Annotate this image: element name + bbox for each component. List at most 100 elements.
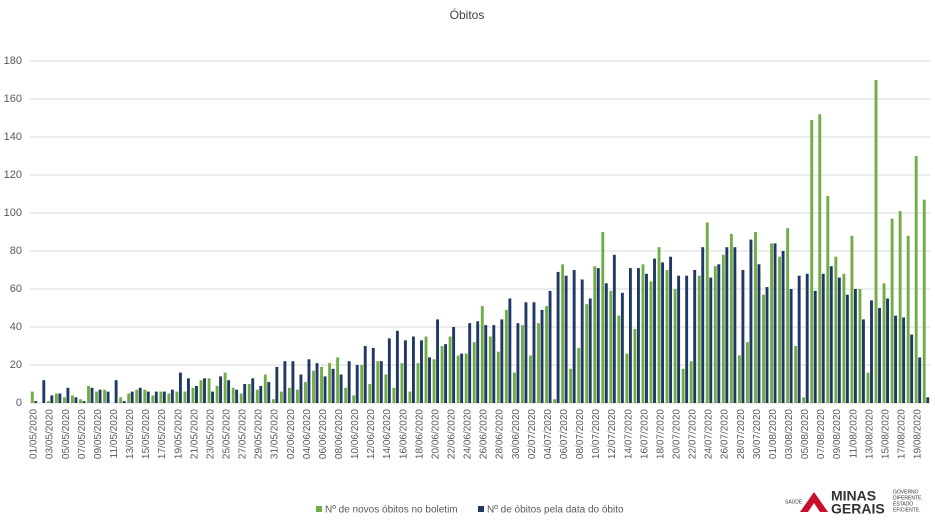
bar bbox=[82, 401, 86, 403]
bar bbox=[195, 385, 198, 403]
x-tick-label: 26/06/2020 bbox=[479, 409, 490, 459]
legend-label: Nº de novos óbitos no boletim bbox=[325, 505, 458, 516]
x-tick-label: 13/08/2020 bbox=[864, 409, 875, 459]
bar bbox=[805, 273, 809, 403]
bar bbox=[649, 281, 653, 403]
bar bbox=[746, 342, 749, 403]
y-tick-label: 80 bbox=[10, 245, 22, 257]
bar bbox=[323, 376, 327, 403]
bar bbox=[653, 258, 656, 403]
bar bbox=[842, 273, 846, 403]
x-tick-label: 03/05/2020 bbox=[45, 409, 56, 459]
x-tick-label: 12/07/2020 bbox=[607, 409, 618, 459]
x-tick-label: 24/07/2020 bbox=[704, 409, 715, 459]
bar bbox=[778, 256, 782, 403]
bar bbox=[870, 300, 873, 403]
bar bbox=[363, 346, 367, 403]
bar bbox=[512, 372, 516, 403]
x-tick-label: 16/07/2020 bbox=[639, 409, 650, 459]
bar bbox=[95, 391, 99, 403]
bar bbox=[360, 365, 364, 403]
bar bbox=[609, 290, 613, 403]
bar bbox=[456, 355, 460, 403]
bar bbox=[62, 397, 66, 403]
bar bbox=[818, 114, 822, 403]
x-tick-label: 11/05/2020 bbox=[109, 409, 120, 459]
bar bbox=[428, 357, 431, 403]
x-tick-label: 20/06/2020 bbox=[430, 409, 441, 459]
bar bbox=[601, 232, 605, 403]
bar bbox=[729, 233, 733, 403]
bar bbox=[810, 119, 814, 404]
bar bbox=[347, 361, 351, 403]
logo-name: GERAIS bbox=[831, 501, 885, 517]
x-tick-label: 26/07/2020 bbox=[720, 409, 731, 459]
x-tick-label: 31/05/2020 bbox=[270, 409, 281, 459]
bar bbox=[516, 323, 520, 403]
x-tick-label: 15/08/2020 bbox=[880, 409, 891, 459]
bar bbox=[411, 336, 415, 403]
bar bbox=[223, 372, 227, 403]
bar bbox=[701, 247, 705, 403]
y-tick-label: 180 bbox=[4, 55, 22, 67]
bar bbox=[628, 268, 632, 403]
x-tick-label: 16/06/2020 bbox=[398, 409, 409, 459]
bar bbox=[894, 315, 898, 403]
bar bbox=[853, 289, 857, 403]
bar bbox=[296, 389, 299, 403]
bar bbox=[620, 292, 624, 403]
x-tick-label: 15/05/2020 bbox=[141, 409, 152, 459]
y-tick-label: 60 bbox=[10, 283, 22, 295]
bar bbox=[263, 374, 267, 403]
x-tick-label: 05/05/2020 bbox=[61, 409, 72, 459]
bar bbox=[524, 302, 528, 403]
bar bbox=[874, 80, 878, 403]
bar bbox=[529, 355, 532, 403]
bar bbox=[545, 306, 549, 403]
bar bbox=[392, 387, 396, 403]
bar bbox=[130, 391, 134, 403]
bar bbox=[532, 302, 536, 403]
bar bbox=[122, 401, 126, 403]
bar bbox=[400, 363, 404, 403]
bar bbox=[312, 370, 315, 403]
bar bbox=[890, 218, 894, 403]
bar bbox=[540, 309, 544, 403]
x-tick-label: 11/08/2020 bbox=[848, 409, 859, 459]
bar bbox=[669, 256, 673, 403]
x-tick-label: 14/06/2020 bbox=[382, 409, 393, 459]
bar bbox=[762, 294, 765, 403]
bar bbox=[287, 387, 291, 403]
bar bbox=[162, 391, 166, 403]
bar bbox=[858, 289, 862, 403]
bar bbox=[926, 397, 930, 403]
bar bbox=[850, 235, 854, 403]
bar bbox=[633, 328, 637, 403]
bar bbox=[395, 330, 399, 403]
bar bbox=[167, 393, 171, 403]
bar bbox=[211, 391, 214, 403]
bar bbox=[906, 235, 910, 403]
y-tick-label: 160 bbox=[4, 93, 22, 105]
bar bbox=[797, 275, 801, 403]
bar bbox=[786, 228, 790, 403]
bar bbox=[914, 156, 918, 403]
x-tick-label: 05/08/2020 bbox=[800, 409, 811, 459]
bar bbox=[30, 391, 34, 403]
bar bbox=[279, 391, 283, 403]
bar bbox=[500, 319, 504, 403]
x-tick-label: 24/06/2020 bbox=[463, 409, 474, 459]
x-tick-label: 12/06/2020 bbox=[366, 409, 377, 459]
x-tick-label: 19/08/2020 bbox=[913, 409, 924, 459]
bar bbox=[882, 283, 886, 403]
x-tick-label: 01/05/2020 bbox=[29, 409, 40, 459]
logo-tagline: EFICIENTE. bbox=[893, 507, 921, 513]
bar bbox=[709, 277, 713, 403]
bar bbox=[922, 199, 926, 403]
bar bbox=[918, 357, 922, 403]
bar bbox=[66, 387, 70, 403]
x-tick-label: 09/05/2020 bbox=[93, 409, 104, 459]
bar bbox=[307, 359, 311, 403]
legend-swatch bbox=[316, 506, 322, 512]
